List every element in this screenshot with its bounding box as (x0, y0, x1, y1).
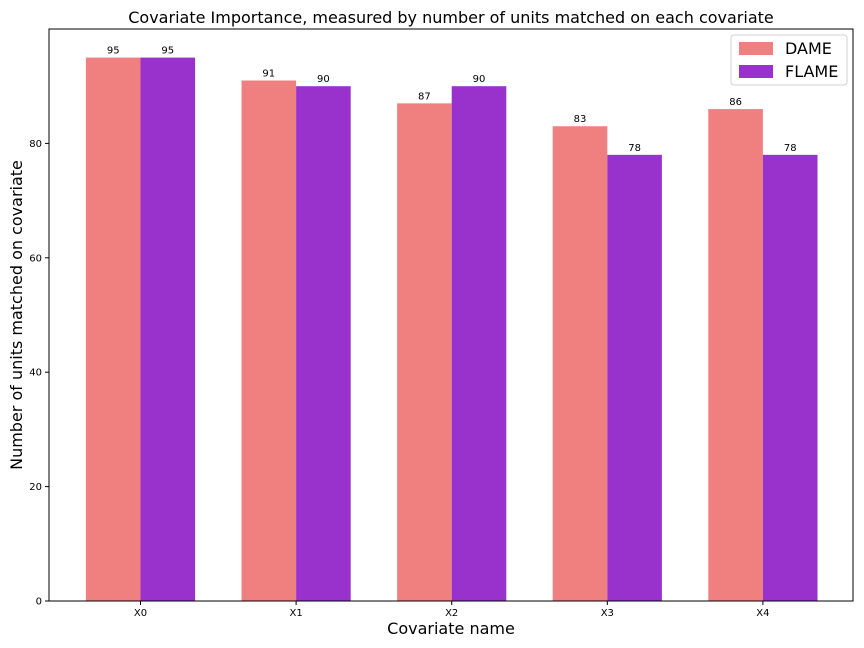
data-label-dame-x1: 91 (262, 68, 275, 79)
y-tick-label: 20 (29, 482, 42, 493)
bar-flame-x1 (296, 86, 351, 601)
bar-flame-x4 (762, 154, 818, 601)
y-tick-label: 0 (36, 597, 42, 608)
x-tick-label: X0 (134, 608, 147, 619)
y-axis-label: Number of units matched on covariate (7, 160, 26, 470)
bar-flame-x0 (140, 57, 196, 602)
bar-flame-x3 (607, 154, 662, 601)
legend-label-flame: FLAME (785, 62, 838, 81)
data-labels-group: 95 95 91 90 87 90 83 78 86 78 (107, 46, 797, 154)
data-label-flame-x0: 95 (161, 46, 174, 57)
x-axis-label: Covariate name (387, 619, 515, 638)
legend-label-dame: DAME (785, 39, 832, 58)
y-tick-label: 80 (29, 139, 42, 150)
bar-dame-x2 (397, 103, 452, 602)
chart-title: Covariate Importance, measured by number… (128, 8, 774, 27)
y-tick-label: 40 (29, 368, 42, 379)
x-tick-label: X4 (756, 608, 769, 619)
legend-swatch-dame (739, 42, 773, 55)
data-label-flame-x1: 90 (317, 74, 330, 85)
data-label-flame-x2: 90 (473, 74, 486, 85)
plot-frame (48, 28, 854, 602)
x-tick-label: X3 (601, 608, 614, 619)
data-label-flame-x4: 78 (784, 143, 797, 154)
data-label-dame-x0: 95 (107, 46, 120, 57)
bar-dame-x0 (85, 57, 141, 602)
x-axis-ticks: X0 X1 X2 X3 X4 (134, 601, 770, 619)
y-axis-ticks: 0 20 40 60 80 (29, 139, 49, 608)
legend: DAME FLAME (730, 34, 848, 86)
data-label-dame-x3: 83 (574, 114, 587, 125)
bars-group (85, 57, 818, 602)
bar-dame-x4 (708, 109, 763, 601)
bar-flame-x2 (451, 86, 507, 601)
data-label-dame-x2: 87 (418, 91, 431, 102)
y-tick-label: 60 (29, 253, 42, 264)
bar-dame-x3 (552, 126, 608, 602)
legend-swatch-flame (739, 65, 773, 78)
x-tick-label: X2 (445, 608, 458, 619)
x-tick-label: X1 (289, 608, 302, 619)
data-label-dame-x4: 86 (729, 97, 742, 108)
bar-dame-x1 (241, 80, 297, 602)
data-label-flame-x3: 78 (628, 143, 641, 154)
